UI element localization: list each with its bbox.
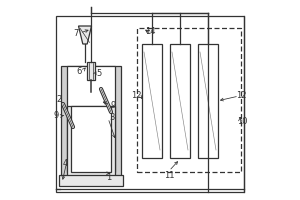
Text: 7: 7 bbox=[73, 28, 79, 38]
Polygon shape bbox=[79, 26, 92, 44]
Text: 2: 2 bbox=[56, 96, 61, 104]
Text: 14: 14 bbox=[145, 26, 155, 36]
Bar bbox=[198, 44, 218, 158]
Text: 5: 5 bbox=[96, 68, 102, 77]
Bar bbox=[137, 28, 241, 172]
Bar bbox=[59, 175, 123, 186]
Text: 9: 9 bbox=[54, 112, 59, 120]
Bar bbox=[142, 44, 162, 158]
Text: 9: 9 bbox=[110, 100, 116, 110]
Bar bbox=[87, 62, 95, 80]
Text: 10: 10 bbox=[237, 116, 247, 126]
Bar bbox=[67, 106, 115, 176]
Bar bbox=[61, 66, 121, 180]
Text: 4: 4 bbox=[62, 158, 68, 168]
Text: 6: 6 bbox=[76, 66, 82, 75]
Text: 12: 12 bbox=[236, 92, 246, 100]
Text: 1: 1 bbox=[106, 172, 112, 182]
Bar bbox=[71, 106, 111, 172]
Bar bbox=[170, 44, 190, 158]
Bar bbox=[56, 16, 244, 192]
Bar bbox=[67, 66, 116, 172]
Text: 12: 12 bbox=[131, 92, 141, 100]
Text: 3: 3 bbox=[109, 114, 115, 122]
Text: 11: 11 bbox=[164, 170, 174, 180]
